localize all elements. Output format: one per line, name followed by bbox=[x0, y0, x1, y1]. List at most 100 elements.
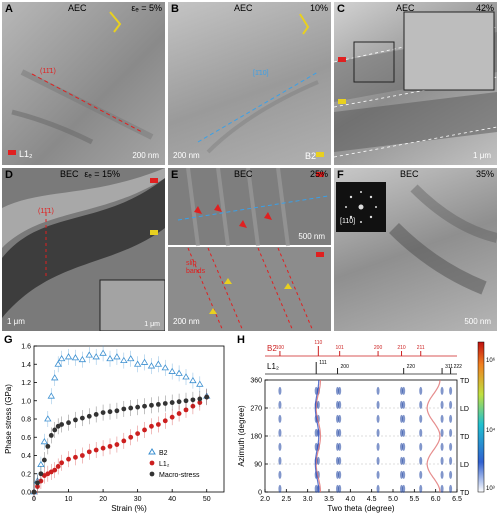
scale-label: 1 μm bbox=[473, 151, 491, 160]
macro-stress-point bbox=[52, 427, 58, 433]
l12-point bbox=[52, 467, 58, 473]
l12-point bbox=[169, 414, 175, 420]
intensity-spot bbox=[440, 484, 444, 493]
intensity-spot bbox=[400, 456, 404, 465]
b2-point bbox=[189, 376, 197, 384]
panel-c: C AEC 42% 1 μm bbox=[334, 2, 497, 165]
intensity-spot bbox=[402, 484, 406, 493]
macro-stress-point bbox=[41, 457, 47, 463]
intensity-spot bbox=[336, 484, 340, 493]
panel-b: B AEC 10% [1̄10] 200 nm B2 bbox=[168, 2, 331, 165]
intensity-spot bbox=[316, 456, 320, 465]
intensity-spot bbox=[336, 428, 340, 437]
red-square-icon bbox=[316, 172, 324, 177]
panel-strain: εₑ = 15% bbox=[84, 169, 120, 179]
x-tick-label: 40 bbox=[168, 496, 176, 503]
l12-point bbox=[155, 422, 161, 427]
intensity-spot bbox=[419, 400, 423, 409]
l12-point bbox=[73, 454, 78, 460]
l12-point bbox=[59, 460, 65, 466]
macro-stress-point bbox=[93, 412, 99, 417]
panel-strain: 25% bbox=[309, 169, 328, 179]
b2-point bbox=[147, 362, 156, 369]
intensity-spot bbox=[338, 484, 342, 493]
intensity-spot bbox=[338, 386, 342, 395]
macro-stress-point bbox=[35, 480, 40, 486]
macro-stress-point bbox=[121, 406, 127, 412]
l12-point bbox=[66, 456, 71, 462]
x-tick-label: 50 bbox=[203, 496, 211, 503]
intensity-spot bbox=[449, 442, 453, 451]
intensity-spot bbox=[278, 386, 282, 395]
intensity-spot bbox=[376, 470, 380, 479]
intensity-spot bbox=[449, 386, 453, 395]
macro-stress-point bbox=[66, 420, 71, 426]
b2-peak-label: 101 bbox=[335, 345, 344, 351]
intensity-spot bbox=[402, 470, 406, 479]
y-tick-label: 1.6 bbox=[21, 344, 31, 351]
x-tick-label: 2.0 bbox=[260, 496, 270, 503]
intensity-spot bbox=[449, 470, 453, 479]
b2-point bbox=[51, 374, 59, 381]
b2-point bbox=[57, 354, 66, 362]
l12-peak-label: 222 bbox=[454, 364, 463, 370]
macro-stress-point bbox=[38, 471, 44, 477]
slip-bands-label: slip bands bbox=[186, 260, 206, 275]
intensity-spot bbox=[278, 470, 282, 479]
macro-stress-point bbox=[169, 400, 175, 405]
panel-title: BEC bbox=[400, 169, 419, 179]
x-tick-label: 4.5 bbox=[367, 496, 377, 503]
b2-peak-label: 100 bbox=[276, 345, 285, 351]
panel-c-image bbox=[334, 11, 497, 158]
yellow-marker-icon bbox=[109, 11, 122, 33]
scale-label: 1 μm bbox=[7, 317, 25, 326]
macro-stress-point bbox=[135, 404, 141, 410]
scale-label: 200 nm bbox=[132, 151, 159, 160]
intensity-spot bbox=[400, 470, 404, 479]
x-tick-label: 6.0 bbox=[431, 496, 441, 503]
panel-letter: A bbox=[5, 3, 13, 15]
b2-profile-label: B2 bbox=[267, 344, 277, 353]
panel-title: AEC bbox=[396, 3, 415, 13]
intensity-spot bbox=[440, 386, 444, 395]
intensity-spot bbox=[402, 456, 406, 465]
macro-stress-point bbox=[48, 433, 54, 438]
macro-stress-point bbox=[176, 399, 182, 405]
intensity-spot bbox=[419, 484, 423, 493]
intensity-spot bbox=[400, 442, 404, 451]
intensity-spot bbox=[338, 428, 342, 437]
intensity-spot bbox=[278, 400, 282, 409]
intensity-spot bbox=[376, 456, 380, 465]
x-tick-label: 4.0 bbox=[345, 496, 355, 503]
intensity-spot bbox=[419, 386, 423, 395]
l12-point bbox=[135, 431, 141, 436]
b2-point bbox=[71, 354, 80, 361]
l12-point bbox=[176, 411, 182, 416]
b2-fit-curve bbox=[426, 379, 441, 493]
b2-point bbox=[120, 356, 128, 364]
panel-letter: B bbox=[171, 3, 179, 15]
x-axis-label: Two theta (degree) bbox=[327, 504, 394, 513]
y-tick-label: 0.2 bbox=[21, 471, 31, 478]
b2-point bbox=[154, 360, 163, 367]
x-tick-label: 6.5 bbox=[452, 496, 462, 503]
l12-point bbox=[121, 438, 127, 444]
macro-stress-point bbox=[197, 396, 203, 402]
panel-b-image bbox=[197, 13, 324, 157]
macro-stress-point bbox=[155, 402, 161, 407]
orientation-label: TD bbox=[460, 490, 469, 497]
panel-a: A AEC εₑ = 5% (11̄1) L1₂ 200 nm bbox=[2, 2, 165, 165]
b2-point bbox=[196, 380, 204, 387]
b2-peak-label: 200 bbox=[374, 345, 383, 351]
panel-letter: E bbox=[171, 169, 179, 181]
macro-stress-point bbox=[59, 422, 65, 427]
red-square-icon bbox=[316, 252, 324, 257]
b2-point bbox=[85, 351, 93, 358]
panel-strain: 42% bbox=[475, 3, 494, 13]
l12-peak-label: 200 bbox=[341, 364, 350, 370]
l12-point bbox=[93, 447, 99, 453]
panel-g: G 010203040500.00.20.40.60.81.01.21.41.6… bbox=[2, 334, 232, 515]
b2-point bbox=[99, 349, 107, 356]
plane-label: (11̄1) bbox=[38, 208, 54, 215]
macro-stress-point bbox=[190, 397, 196, 403]
